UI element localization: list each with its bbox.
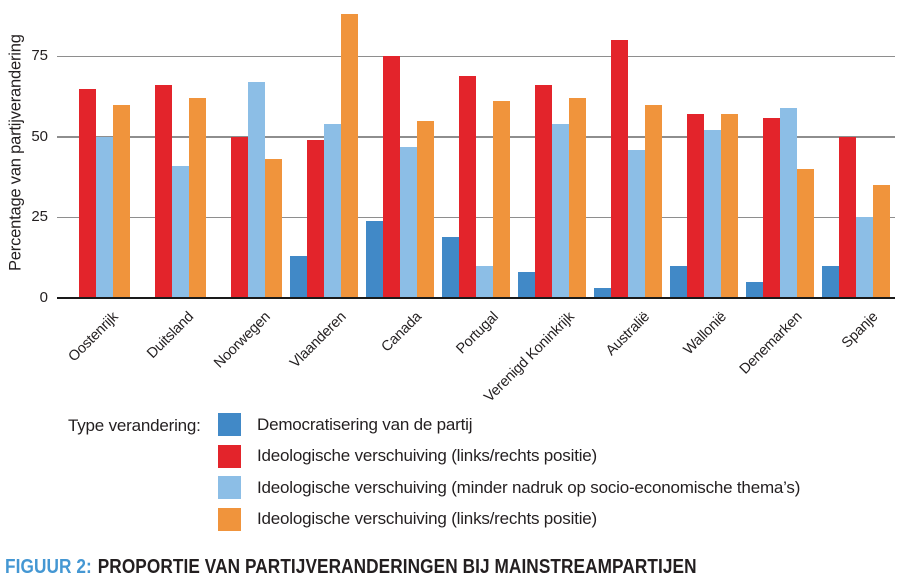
bar-series4-10	[797, 169, 814, 298]
gridline	[57, 216, 895, 219]
plot-area	[57, 8, 895, 299]
bar-series1-9	[670, 265, 687, 298]
bar-series4-4	[341, 14, 358, 298]
legend-label-3: Ideologische verschuiving (minder nadruk…	[257, 477, 801, 497]
bar-series2-3	[231, 136, 248, 298]
bar-series2-7	[535, 85, 552, 298]
bar-group-10	[746, 107, 814, 298]
bar-series3-10	[780, 107, 797, 298]
legend-label-4: Ideologische verschuiving (links/rechts …	[257, 509, 598, 528]
bar-series2-1	[79, 88, 96, 298]
x-axis-line	[57, 297, 895, 299]
x-axis-label: Denemarken	[736, 309, 806, 378]
x-axis-label: Canada	[378, 309, 426, 356]
x-axis-label: Portugal	[452, 309, 502, 358]
bar-series3-7	[552, 124, 569, 298]
figure-caption-text: PROPORTIE VAN PARTIJVERANDERINGEN BIJ MA…	[97, 555, 697, 578]
y-tick-label: 75	[31, 47, 48, 65]
bar-series4-8	[645, 104, 662, 298]
bar-series1-7	[518, 272, 535, 298]
legend-swatch-3	[218, 476, 241, 499]
legend-label-1: Democratisering van de partij	[257, 414, 473, 434]
figure-caption-number: FIGUUR 2:	[5, 555, 92, 578]
bar-series4-3	[265, 159, 282, 298]
bar-series2-2	[155, 85, 172, 298]
bar-series1-5	[366, 220, 383, 298]
bar-series2-10	[763, 117, 780, 298]
y-tick-label: 25	[31, 208, 48, 226]
bar-group-5	[366, 56, 434, 298]
bar-group-3	[214, 82, 282, 298]
bar-series2-11	[839, 136, 856, 298]
bar-groups	[57, 8, 895, 298]
bar-series1-11	[822, 265, 839, 298]
bar-series4-2	[189, 98, 206, 298]
bar-series4-9	[721, 114, 738, 298]
legend-swatch-1	[218, 413, 241, 436]
bar-series3-6	[476, 265, 493, 298]
bar-series2-4	[307, 140, 324, 298]
gridline	[57, 136, 895, 138]
bar-group-4	[290, 14, 358, 298]
bar-series2-8	[611, 40, 628, 298]
x-axis-label: Spanje	[838, 309, 882, 352]
legend-item-1: Democratisering van de partij	[218, 413, 473, 436]
bar-series1-8	[594, 288, 611, 298]
bar-series1-10	[746, 281, 763, 298]
bar-series2-6	[459, 75, 476, 298]
legend-item-4: Ideologische verschuiving (links/rechts …	[218, 507, 598, 531]
legend-swatch-4	[218, 507, 241, 531]
bar-series3-8	[628, 149, 645, 298]
x-axis-label: Australië	[603, 309, 654, 359]
legend-label-2: Ideologische verschuiving (links/rechts …	[257, 446, 598, 465]
legend-item-3: Ideologische verschuiving (minder nadruk…	[218, 476, 800, 499]
x-axis-labels: Oostenrijk Duitsland Noorwegen Vlaanderen Ca…	[57, 305, 895, 405]
bar-group-6	[442, 75, 510, 298]
bar-series3-4	[324, 124, 341, 298]
legend-swatch-2	[218, 444, 241, 468]
bar-group-8	[594, 40, 662, 298]
bar-group-7	[518, 85, 586, 298]
bar-group-2	[138, 85, 206, 298]
figure-caption: FIGUUR 2: PROPORTIE VAN PARTIJVERANDERING…	[5, 555, 697, 579]
x-axis-label: Duitsland	[144, 309, 198, 362]
bar-series3-5	[400, 146, 417, 298]
bar-group-11	[822, 136, 890, 298]
legend-item-2: Ideologische verschuiving (links/rechts …	[218, 444, 598, 468]
bar-series3-11	[856, 217, 873, 298]
legend-title: Type verandering:	[68, 416, 201, 435]
bar-series2-5	[383, 56, 400, 298]
y-tick-label: 50	[31, 127, 48, 145]
x-axis-label: Noorwegen	[210, 309, 274, 372]
bar-series4-7	[569, 98, 586, 298]
gridline	[57, 55, 895, 58]
bar-series3-3	[248, 82, 265, 298]
bar-series1-6	[442, 236, 459, 298]
bar-series3-9	[704, 130, 721, 298]
bar-series3-1	[96, 136, 113, 298]
bar-series4-6	[493, 101, 510, 298]
bar-group-1	[62, 88, 130, 298]
bar-series1-4	[290, 256, 307, 298]
y-tick-label: 0	[39, 289, 48, 306]
bar-series4-11	[873, 185, 890, 298]
x-axis-label: Wallonië	[680, 309, 730, 359]
bar-series3-2	[172, 165, 189, 298]
bar-series4-1	[113, 104, 130, 298]
bar-group-9	[670, 114, 738, 298]
x-axis-label: Vlaanderen	[286, 309, 350, 372]
bar-series2-9	[687, 114, 704, 298]
x-axis-label: Oostenrijk	[65, 309, 122, 366]
bar-series4-5	[417, 120, 434, 298]
